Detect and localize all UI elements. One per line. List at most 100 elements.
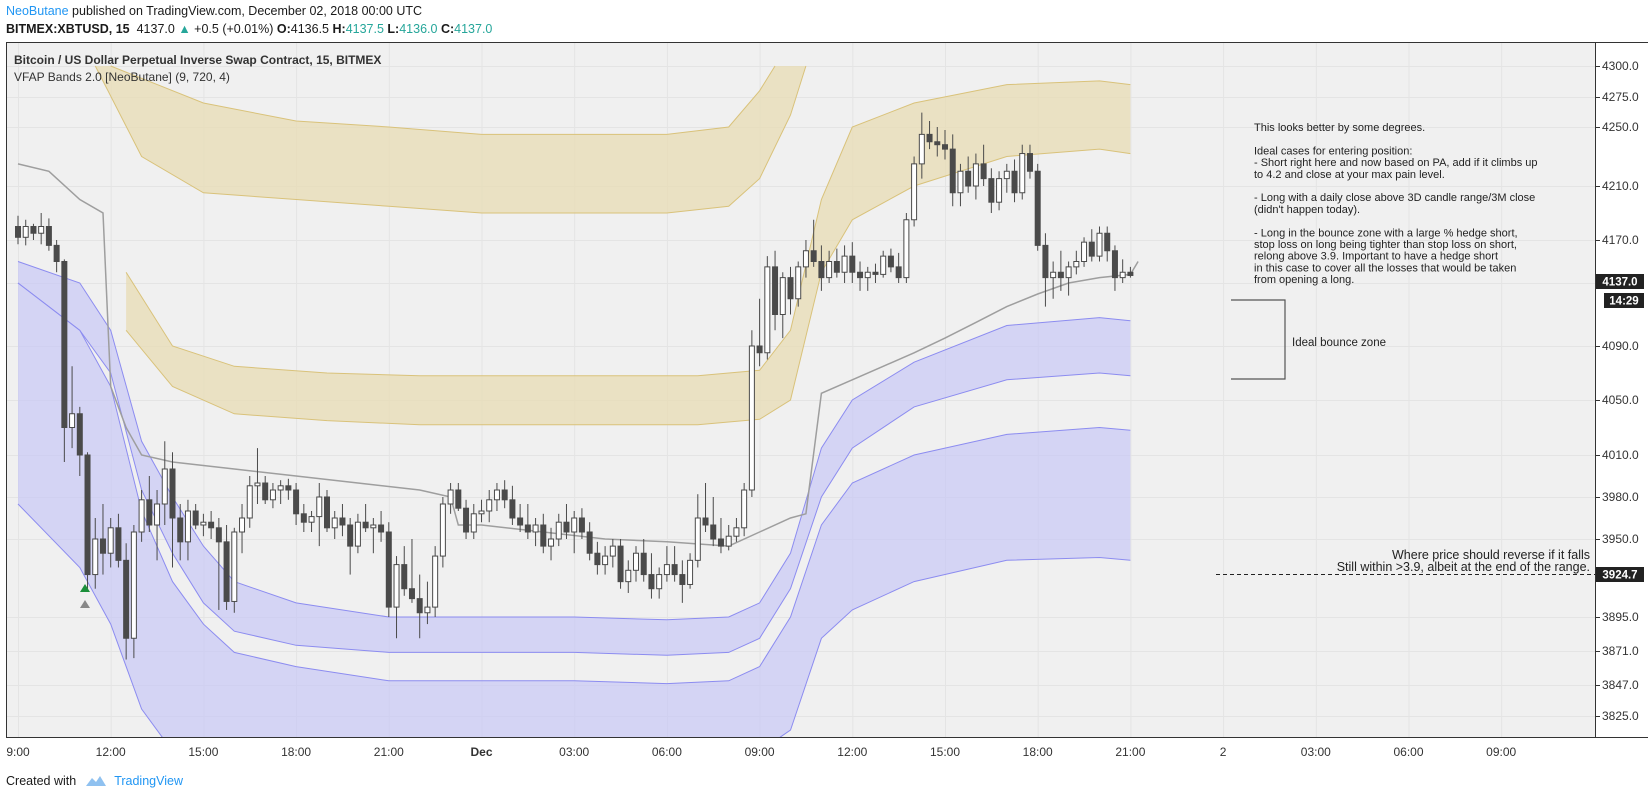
candle[interactable] xyxy=(934,127,941,157)
candle[interactable] xyxy=(640,539,647,582)
candle[interactable] xyxy=(911,156,918,227)
candle[interactable] xyxy=(965,156,972,193)
candle[interactable] xyxy=(872,263,879,283)
candle[interactable] xyxy=(347,518,354,575)
candle[interactable] xyxy=(177,504,184,561)
candle[interactable] xyxy=(130,525,137,659)
candle[interactable] xyxy=(532,518,539,547)
candle[interactable] xyxy=(285,478,292,500)
candle[interactable] xyxy=(169,452,176,568)
candle[interactable] xyxy=(1096,226,1103,262)
candle[interactable] xyxy=(192,504,199,530)
candle[interactable] xyxy=(1065,261,1072,296)
candle[interactable] xyxy=(725,525,732,551)
candle[interactable] xyxy=(802,240,809,278)
candle[interactable] xyxy=(470,504,477,539)
candle[interactable] xyxy=(563,504,570,539)
candle[interactable] xyxy=(926,121,933,150)
candle[interactable] xyxy=(30,223,37,240)
candle[interactable] xyxy=(362,504,369,532)
candle[interactable] xyxy=(478,499,485,523)
candle[interactable] xyxy=(687,553,694,589)
candle[interactable] xyxy=(717,518,724,554)
candle[interactable] xyxy=(22,219,29,246)
candle[interactable] xyxy=(957,163,964,207)
candle[interactable] xyxy=(772,250,779,331)
candle[interactable] xyxy=(416,574,423,639)
candle[interactable] xyxy=(578,508,585,539)
candle[interactable] xyxy=(996,171,1003,211)
candle[interactable] xyxy=(918,112,925,179)
candle[interactable] xyxy=(1042,233,1049,307)
candle[interactable] xyxy=(1034,163,1041,251)
candle[interactable] xyxy=(671,546,678,582)
candle[interactable] xyxy=(370,518,377,554)
candle[interactable] xyxy=(138,490,145,542)
candle[interactable] xyxy=(38,213,45,245)
candle[interactable] xyxy=(602,546,609,575)
candle[interactable] xyxy=(880,250,887,278)
candlesticks[interactable] xyxy=(15,112,1134,660)
candle[interactable] xyxy=(378,511,385,542)
candle[interactable] xyxy=(571,511,578,554)
candle[interactable] xyxy=(594,541,601,575)
candle[interactable] xyxy=(1111,245,1118,291)
candle[interactable] xyxy=(501,480,508,509)
candle[interactable] xyxy=(393,556,400,639)
candle[interactable] xyxy=(61,259,68,462)
candle[interactable] xyxy=(269,483,276,509)
candle[interactable] xyxy=(710,497,717,547)
candle[interactable] xyxy=(293,483,300,525)
candle[interactable] xyxy=(69,366,76,449)
candle[interactable] xyxy=(555,513,562,547)
candle[interactable] xyxy=(115,513,122,568)
candle[interactable] xyxy=(887,248,894,273)
candle[interactable] xyxy=(1019,144,1026,200)
candle[interactable] xyxy=(424,581,431,625)
candle[interactable] xyxy=(818,245,825,291)
candle[interactable] xyxy=(324,490,330,532)
candle[interactable] xyxy=(663,546,670,582)
candle[interactable] xyxy=(702,483,709,532)
candle[interactable] xyxy=(76,406,83,476)
candle[interactable] xyxy=(1127,266,1134,278)
candle[interactable] xyxy=(99,504,106,575)
candle[interactable] xyxy=(633,546,639,582)
candle[interactable] xyxy=(857,261,864,291)
candle[interactable] xyxy=(15,215,21,245)
author-link[interactable]: NeoButane xyxy=(6,4,69,18)
candle[interactable] xyxy=(262,476,269,504)
candle[interactable] xyxy=(84,452,91,589)
candle[interactable] xyxy=(733,518,740,542)
candle[interactable] xyxy=(779,272,786,339)
candle[interactable] xyxy=(331,511,338,539)
candle[interactable] xyxy=(1081,237,1088,267)
time-axis[interactable]: 9:00 12:00 15:00 18:00 21:00 Dec 03:00 06:00 09:… xyxy=(6,745,1516,759)
candle[interactable] xyxy=(833,248,840,278)
candle[interactable] xyxy=(1026,144,1033,179)
candle[interactable] xyxy=(246,476,253,528)
candle[interactable] xyxy=(223,525,230,610)
candle[interactable] xyxy=(548,527,555,561)
candle[interactable] xyxy=(208,511,215,539)
candle[interactable] xyxy=(517,504,524,532)
candle[interactable] xyxy=(586,522,593,561)
candle[interactable] xyxy=(439,497,446,568)
candle[interactable] xyxy=(385,522,392,617)
candle[interactable] xyxy=(942,129,948,160)
candle[interactable] xyxy=(231,527,238,613)
candle[interactable] xyxy=(826,250,833,283)
candle[interactable] xyxy=(354,513,361,554)
candle[interactable] xyxy=(154,490,161,561)
candle[interactable] xyxy=(1073,250,1080,275)
candle[interactable] xyxy=(92,518,99,589)
candle[interactable] xyxy=(841,245,848,283)
candle[interactable] xyxy=(486,490,493,523)
candle[interactable] xyxy=(795,261,802,307)
candle[interactable] xyxy=(200,513,207,537)
candle[interactable] xyxy=(146,476,153,532)
candle[interactable] xyxy=(123,543,130,660)
candle[interactable] xyxy=(988,168,995,213)
candle[interactable] xyxy=(316,483,323,547)
